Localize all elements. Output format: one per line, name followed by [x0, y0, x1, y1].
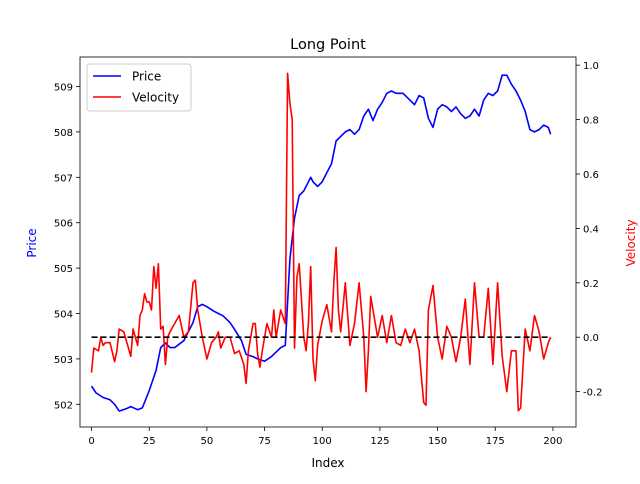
y-left-tick-label: 506 [54, 219, 73, 230]
y-right-tick-label: -0.2 [583, 388, 603, 399]
y-left-tick-label: 502 [54, 400, 73, 411]
y-left-tick-label: 504 [54, 310, 73, 321]
x-axis-label: Index [311, 456, 344, 470]
x-tick-label: 100 [313, 436, 332, 447]
y-left-tick-label: 507 [54, 173, 73, 184]
y-left-tick-label: 503 [54, 355, 73, 366]
x-tick-label: 200 [543, 436, 562, 447]
y-right-tick-label: 0.0 [583, 333, 599, 344]
y-right-tick-label: 0.6 [583, 170, 599, 181]
chart-title: Long Point [290, 37, 366, 53]
y-axis-label-left: Price [25, 228, 39, 257]
x-tick-label: 150 [428, 436, 447, 447]
y-right-tick-label: 0.2 [583, 279, 599, 290]
legend: Price Velocity [87, 64, 191, 111]
x-tick-label: 175 [486, 436, 505, 447]
y-left-tick-label: 508 [54, 128, 73, 139]
y-right-tick-label: 0.8 [583, 116, 599, 127]
y-left-tick-label: 509 [54, 83, 73, 94]
legend-label-price: Price [132, 70, 161, 84]
y-axis-label-right: Velocity [624, 219, 638, 266]
y-right-tick-label: 1.0 [583, 61, 599, 72]
x-tick-label: 125 [370, 436, 389, 447]
x-tick-label: 50 [201, 436, 214, 447]
legend-label-velocity: Velocity [132, 91, 179, 105]
x-tick-label: 75 [258, 436, 271, 447]
y-right-tick-label: 0.4 [583, 224, 599, 235]
x-tick-label: 0 [88, 436, 94, 447]
x-tick-label: 25 [143, 436, 156, 447]
y-left-tick-label: 505 [54, 264, 73, 275]
